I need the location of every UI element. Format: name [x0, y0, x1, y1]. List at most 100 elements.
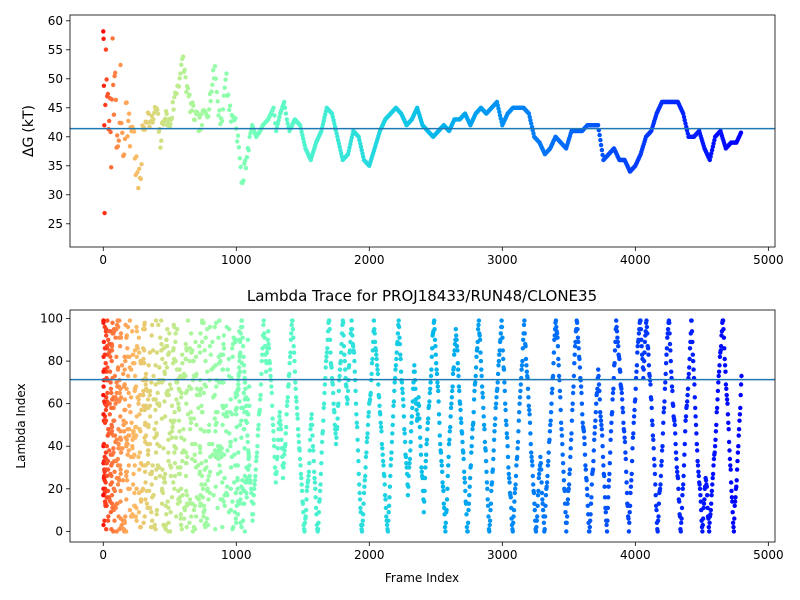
lambda-point — [598, 418, 604, 423]
lambda-point — [402, 439, 408, 445]
lambda-point — [147, 392, 152, 398]
lambda-point — [529, 454, 534, 460]
lambda-point — [556, 356, 561, 362]
lambda-point — [565, 501, 570, 506]
dg-point — [347, 145, 352, 150]
lambda-point — [596, 367, 601, 372]
lambda-point — [146, 422, 151, 428]
lambda-point — [168, 473, 174, 479]
lambda-point — [691, 358, 696, 364]
lambda-point — [153, 397, 158, 402]
lambda-point — [543, 493, 549, 498]
lambda-point — [103, 450, 109, 455]
lambda-point — [575, 335, 581, 340]
lambda-point — [243, 395, 249, 400]
lambda-point — [291, 350, 297, 355]
lambda-point — [551, 350, 557, 355]
lambda-point — [277, 414, 282, 419]
lambda-point — [143, 497, 148, 502]
lambda-point — [553, 318, 559, 323]
lambda-point — [696, 469, 701, 474]
lambda-point — [707, 529, 712, 534]
lambda-point — [534, 518, 539, 523]
lambda-point — [469, 444, 474, 449]
lambda-point — [154, 350, 160, 355]
lambda-point — [147, 414, 153, 419]
dg-point — [595, 123, 601, 128]
lambda-point — [507, 480, 512, 485]
dg-point — [598, 142, 604, 148]
lambda-point — [681, 473, 686, 479]
lambda-point — [405, 493, 411, 498]
lambda-point — [390, 422, 395, 428]
lambda-point — [309, 412, 314, 417]
lambda-point — [184, 401, 189, 406]
dg-point — [709, 151, 714, 156]
lambda-point — [221, 333, 227, 338]
lambda-point — [419, 469, 424, 474]
lambda-point — [187, 384, 192, 389]
lambda-point — [654, 507, 659, 513]
dg-point — [319, 128, 324, 134]
lambda-point — [527, 412, 532, 417]
lambda-point — [112, 469, 117, 474]
lambda-point — [266, 329, 271, 334]
lambda-point — [737, 418, 742, 423]
lambda-point — [678, 529, 683, 534]
dg-point — [297, 123, 303, 128]
lambda-point — [386, 518, 391, 523]
lambda-point — [731, 524, 736, 530]
lambda-point — [693, 422, 699, 428]
lambda-point — [729, 488, 734, 494]
lambda-point — [597, 397, 602, 402]
lambda-point — [512, 499, 517, 504]
lambda-point — [710, 471, 716, 477]
lambda-point — [387, 495, 392, 500]
dg-point — [709, 147, 715, 153]
lambda-point — [183, 341, 188, 347]
lambda-point — [642, 339, 648, 345]
lambda-point — [241, 363, 247, 368]
lambda-point — [655, 529, 660, 534]
dg-point — [101, 83, 107, 89]
lambda-point — [329, 365, 334, 370]
lambda-point — [563, 510, 568, 515]
dg-point — [109, 165, 114, 170]
lambda-point — [701, 505, 706, 511]
lambda-point — [574, 320, 580, 325]
lambda-point — [158, 335, 163, 340]
lambda-point — [541, 520, 547, 525]
lambda-point — [721, 327, 726, 332]
lambda-x-tick-label: 4000 — [620, 548, 651, 562]
lambda-point — [739, 373, 744, 379]
lambda-point — [584, 486, 590, 491]
lambda-point — [530, 463, 535, 468]
dg-point — [126, 118, 131, 124]
lambda-point — [571, 373, 577, 379]
lambda-x-axis-label: Frame Index — [385, 571, 459, 585]
dg-point — [223, 77, 228, 82]
lambda-point — [164, 390, 169, 396]
lambda-point — [473, 365, 479, 370]
lambda-point — [222, 503, 227, 508]
lambda-point — [134, 354, 139, 359]
lambda-point — [495, 380, 500, 385]
lambda-point — [492, 422, 498, 428]
lambda-point — [363, 454, 369, 460]
lambda-point — [730, 520, 736, 525]
dg-point — [738, 130, 744, 135]
lambda-point — [171, 348, 176, 353]
lambda-point — [353, 401, 359, 406]
lambda-point — [317, 488, 323, 494]
lambda-point — [397, 341, 403, 347]
lambda-point — [724, 386, 729, 391]
lambda-point — [483, 448, 488, 453]
lambda-point — [370, 356, 375, 362]
lambda-point — [466, 507, 471, 513]
lambda-point — [556, 363, 561, 368]
lambda-point — [208, 352, 213, 357]
lambda-axes-frame — [69, 309, 776, 543]
lambda-point — [168, 510, 173, 515]
lambda-point — [715, 388, 721, 394]
lambda-point — [402, 427, 407, 432]
